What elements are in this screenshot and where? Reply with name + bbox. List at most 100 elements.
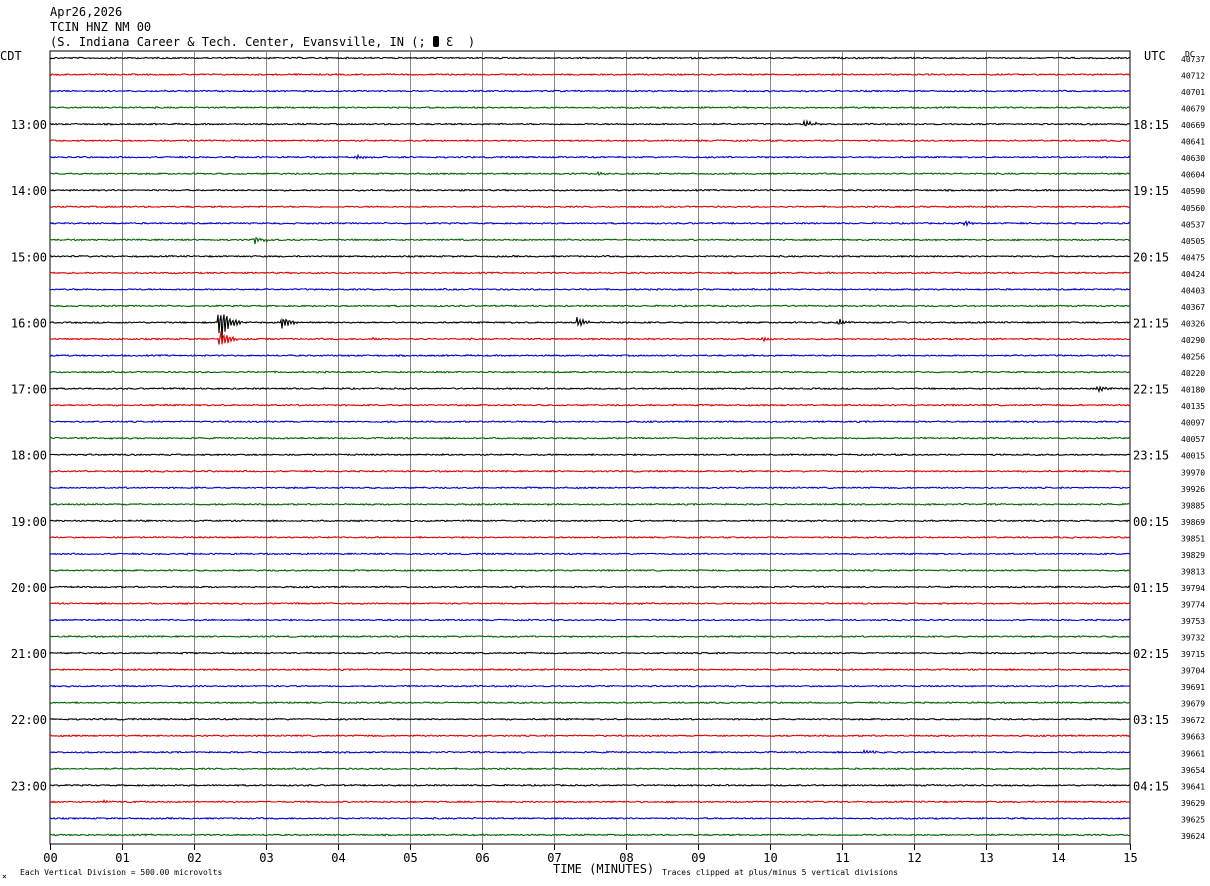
dc-offset-label: 40256 — [1181, 353, 1205, 362]
dc-offset-label: 39625 — [1181, 815, 1205, 824]
seismic-trace — [50, 385, 1131, 394]
dc-offset-label: 39732 — [1181, 634, 1205, 643]
x-tick-label: 00 — [43, 851, 57, 865]
seismic-trace — [49, 436, 1131, 440]
seismic-trace — [49, 271, 1131, 275]
seismic-trace — [49, 486, 1131, 490]
utc-hour-label: 23:15 — [1133, 449, 1169, 463]
dc-offset-label: 40180 — [1181, 386, 1205, 395]
seismic-trace — [49, 89, 1131, 93]
seismic-trace — [49, 139, 1130, 143]
dc-offset-label: 40712 — [1181, 72, 1205, 81]
cdt-hour-label: 23:00 — [11, 779, 47, 793]
time-grid — [49, 50, 1131, 845]
seismic-trace — [49, 816, 1131, 821]
seismic-trace — [49, 833, 1131, 837]
scale-note: Each Vertical Division = 500.00 microvol… — [20, 868, 222, 877]
dc-offset-label: 39624 — [1181, 832, 1205, 841]
cdt-hour-label: 13:00 — [11, 118, 47, 132]
seismic-trace — [50, 420, 1131, 424]
right-timezone-label: UTC — [1144, 49, 1166, 63]
seismic-trace — [49, 799, 1131, 804]
dc-offset-label: 40220 — [1181, 369, 1205, 378]
seismic-trace — [49, 585, 1131, 589]
seismic-trace — [49, 452, 1131, 457]
seismic-trace — [49, 106, 1130, 110]
cdt-hour-label: 17:00 — [11, 383, 47, 397]
plot-date: Apr26,2026 — [50, 5, 123, 19]
dc-offset-label: 40630 — [1181, 154, 1205, 163]
seismic-trace — [49, 618, 1131, 622]
utc-hour-label: 01:15 — [1133, 581, 1169, 595]
dc-offset-label: 40326 — [1181, 319, 1205, 328]
dc-offset-label: 39715 — [1181, 650, 1205, 659]
dc-offset-label: 39885 — [1181, 501, 1205, 510]
x-tick-label: 06 — [475, 851, 489, 865]
dc-offset-label: 40097 — [1181, 419, 1205, 428]
seismic-trace — [49, 237, 1131, 245]
seismic-trace — [49, 552, 1131, 556]
dc-header-label: DC — [1185, 50, 1195, 59]
seismic-trace — [49, 634, 1131, 639]
plot-frame — [49, 50, 1131, 845]
seismic-trace — [49, 502, 1130, 507]
dc-offset-label: 40505 — [1181, 237, 1205, 246]
seismic-trace — [49, 287, 1131, 292]
dc-offset-label: 39629 — [1181, 799, 1205, 808]
seismic-trace — [49, 220, 1131, 228]
dc-offset-label: 40737 — [1181, 55, 1205, 64]
dc-offset-label: 40403 — [1181, 286, 1205, 295]
station-location-suffix: Ɛ ) — [446, 35, 476, 49]
seismic-trace — [49, 153, 1131, 161]
dc-offset-label: 39774 — [1181, 600, 1205, 609]
x-tick-label: 03 — [259, 851, 273, 865]
x-tick-label: 11 — [835, 851, 849, 865]
seismic-trace — [50, 717, 1131, 721]
seismic-trace — [49, 535, 1131, 540]
station-location: (S. Indiana Career & Tech. Center, Evans… — [50, 35, 475, 49]
dc-offset-label: 39679 — [1181, 700, 1205, 709]
station-code: TCIN HNZ NM 00 — [50, 20, 152, 34]
dc-offset-label: 39663 — [1181, 733, 1205, 742]
utc-hour-label: 21:15 — [1133, 316, 1169, 330]
dc-offset-label: 39926 — [1181, 485, 1205, 494]
cdt-hour-label: 20:00 — [11, 581, 47, 595]
x-tick-label: 04 — [331, 851, 345, 865]
clip-note: Traces clipped at plus/minus 5 vertical … — [662, 868, 898, 877]
seismic-trace — [49, 667, 1131, 672]
x-tick-label: 13 — [979, 851, 993, 865]
seismic-trace — [49, 783, 1131, 787]
cdt-hour-label: 22:00 — [11, 713, 47, 727]
hour-labels: 13:00 14:00 15:00 16:00 17:00 18:00 19:00 20:00… — [11, 55, 1205, 841]
cdt-hour-label: 16:00 — [11, 316, 47, 330]
seismic-trace — [49, 568, 1131, 573]
dc-offset-label: 40135 — [1181, 402, 1205, 411]
dc-offset-label: 40367 — [1181, 303, 1205, 312]
dc-offset-label: 39813 — [1181, 567, 1205, 576]
seismic-trace — [49, 651, 1131, 655]
x-tick-label: 01 — [115, 851, 129, 865]
dc-offset-label: 39851 — [1181, 534, 1205, 543]
seismic-trace — [49, 403, 1131, 407]
dc-offset-label: 39672 — [1181, 716, 1205, 725]
dc-offset-label: 39829 — [1181, 551, 1205, 560]
dc-offset-label: 40590 — [1181, 187, 1205, 196]
seismic-trace — [50, 469, 1131, 473]
seismic-trace — [49, 72, 1131, 77]
seismic-trace — [49, 519, 1131, 523]
station-location-text: (S. Indiana Career & Tech. Center, Evans… — [50, 35, 426, 49]
seismic-trace — [49, 370, 1130, 374]
dc-offset-label: 40641 — [1181, 138, 1205, 147]
cdt-hour-label: 18:00 — [11, 449, 47, 463]
dc-offset-label: 39691 — [1181, 683, 1205, 692]
utc-hour-label: 00:15 — [1133, 515, 1169, 529]
utc-hour-label: 02:15 — [1133, 647, 1169, 661]
utc-hour-label: 22:15 — [1133, 383, 1169, 397]
dc-offset-label: 40669 — [1181, 121, 1205, 130]
dc-offset-label: 40057 — [1181, 435, 1205, 444]
dc-offset-label: 40604 — [1181, 171, 1205, 180]
dc-offset-label: 39641 — [1181, 782, 1205, 791]
dc-offset-label: 39654 — [1181, 766, 1205, 775]
corner-mark: × — [2, 872, 7, 881]
